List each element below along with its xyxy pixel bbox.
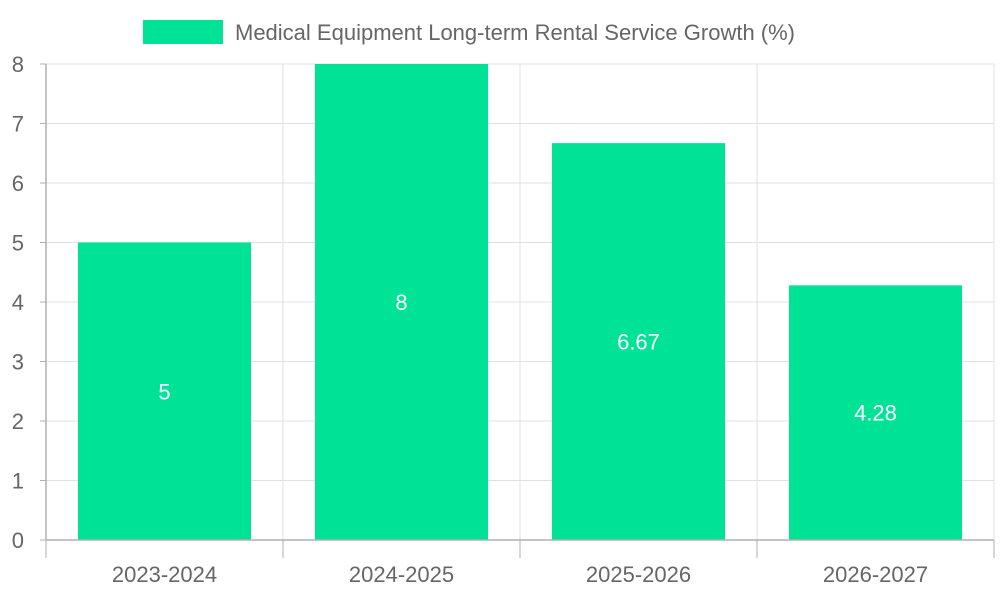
data-label: 5 <box>158 379 170 404</box>
x-tick-label: 2025-2026 <box>586 562 691 587</box>
y-tick-label: 7 <box>12 112 24 137</box>
x-axis-ticks: 2023-2024 2024-2025 2025-2026 2026-2027 <box>45 540 995 587</box>
bar-2025-2026[interactable] <box>552 143 725 540</box>
y-tick-label: 8 <box>12 52 24 77</box>
bars <box>78 64 962 540</box>
legend[interactable]: Medical Equipment Long-term Rental Servi… <box>143 20 795 45</box>
y-tick-label: 4 <box>12 290 24 315</box>
x-tick-label: 2024-2025 <box>349 562 454 587</box>
y-tick-label: 2 <box>12 409 24 434</box>
y-tick-label: 6 <box>12 171 24 196</box>
data-label: 6.67 <box>617 330 660 355</box>
legend-swatch[interactable] <box>143 20 223 44</box>
y-tick-label: 1 <box>12 469 24 494</box>
y-axis-ticks: 0 1 2 3 4 5 6 7 8 <box>12 52 46 553</box>
x-tick-label: 2026-2027 <box>823 562 928 587</box>
data-labels: 5 8 6.67 4.28 <box>158 290 897 426</box>
data-label: 4.28 <box>854 401 897 426</box>
bar-2024-2025[interactable] <box>315 64 488 540</box>
axes <box>45 64 994 541</box>
y-tick-label: 3 <box>12 350 24 375</box>
x-tick-label: 2023-2024 <box>112 562 217 587</box>
bar-2023-2024[interactable] <box>78 242 251 541</box>
bar-2026-2027[interactable] <box>789 285 962 540</box>
y-tick-label: 5 <box>12 231 24 256</box>
data-label: 8 <box>395 290 407 315</box>
y-tick-label: 0 <box>12 528 24 553</box>
legend-label[interactable]: Medical Equipment Long-term Rental Servi… <box>235 20 795 45</box>
